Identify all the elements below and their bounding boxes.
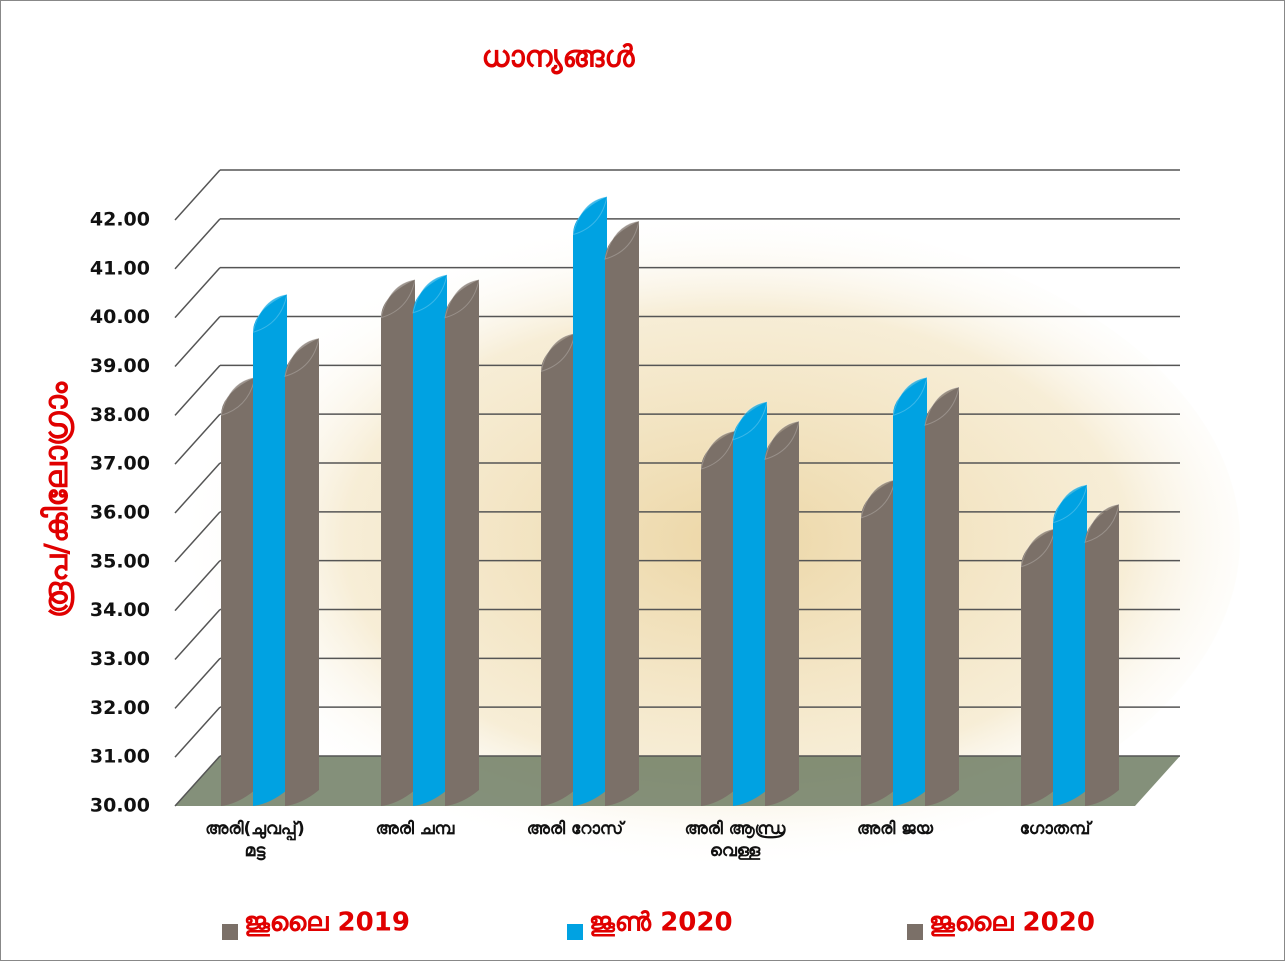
legend-label: ജൂലൈ 2019 xyxy=(244,908,410,938)
bar xyxy=(445,280,479,806)
bar xyxy=(605,221,639,806)
x-tick-label: അരി ചമ്പ xyxy=(340,818,490,840)
bar xyxy=(285,338,319,806)
bar xyxy=(541,333,575,806)
bar xyxy=(1085,504,1119,806)
bar xyxy=(765,421,799,806)
x-tick-label: അരി(ചുവപ്പ്) മട്ട xyxy=(180,818,330,862)
legend-swatch xyxy=(222,924,238,940)
y-tick-label: 37.00 xyxy=(90,453,150,475)
y-axis-label: രൂപ/കിലോഗ്രാം xyxy=(37,381,75,618)
chart: ധാന്യങ്ങൾ രൂപ/കിലോഗ്രാം 30.00 31.00 32.00 3… xyxy=(0,0,1285,961)
x-tick-label: അരി ആന്ധ്ര വെള്ള xyxy=(660,818,810,862)
bar xyxy=(893,377,927,806)
x-tick-label: അരി റോസ് xyxy=(500,818,650,840)
bar xyxy=(413,275,447,806)
legend-label: ജൂൺ 2020 xyxy=(589,908,733,938)
grid-line-side xyxy=(175,707,220,757)
bar xyxy=(253,294,287,806)
grid-line-side xyxy=(175,268,220,318)
legend-swatch xyxy=(907,924,923,940)
y-tick-label: 35.00 xyxy=(90,550,150,572)
bar xyxy=(701,431,735,806)
y-tick-label: 42.00 xyxy=(90,209,150,231)
y-tick-label: 34.00 xyxy=(90,599,150,621)
y-tick-label: 41.00 xyxy=(90,257,150,279)
grid-line-side xyxy=(175,219,220,269)
bar xyxy=(1053,485,1087,806)
bar xyxy=(381,280,415,806)
y-tick-label: 38.00 xyxy=(90,404,150,426)
bar xyxy=(573,197,607,806)
bar xyxy=(221,377,255,806)
grid-line-side xyxy=(175,170,220,220)
y-tick-label: 33.00 xyxy=(90,648,150,670)
y-tick-label: 30.00 xyxy=(90,795,150,817)
bar xyxy=(733,402,767,806)
legend-swatch xyxy=(567,924,583,940)
y-tick-label: 32.00 xyxy=(90,697,150,719)
y-tick-label: 31.00 xyxy=(90,746,150,768)
y-tick-label: 39.00 xyxy=(90,355,150,377)
chart-title: ധാന്യങ്ങൾ xyxy=(482,40,636,76)
x-tick-label: ഗോതമ്പ് xyxy=(980,818,1130,840)
bar xyxy=(925,387,959,806)
legend-label: ജൂലൈ 2020 xyxy=(929,908,1095,938)
y-tick-label: 40.00 xyxy=(90,306,150,328)
bar xyxy=(1021,529,1055,806)
y-tick-label: 36.00 xyxy=(90,502,150,524)
bar xyxy=(861,480,895,806)
page: ധാന്യങ്ങൾ രൂപ/കിലോഗ്രാം 30.00 31.00 32.00 3… xyxy=(0,0,1285,961)
x-tick-label: അരി ജയ xyxy=(820,818,970,840)
